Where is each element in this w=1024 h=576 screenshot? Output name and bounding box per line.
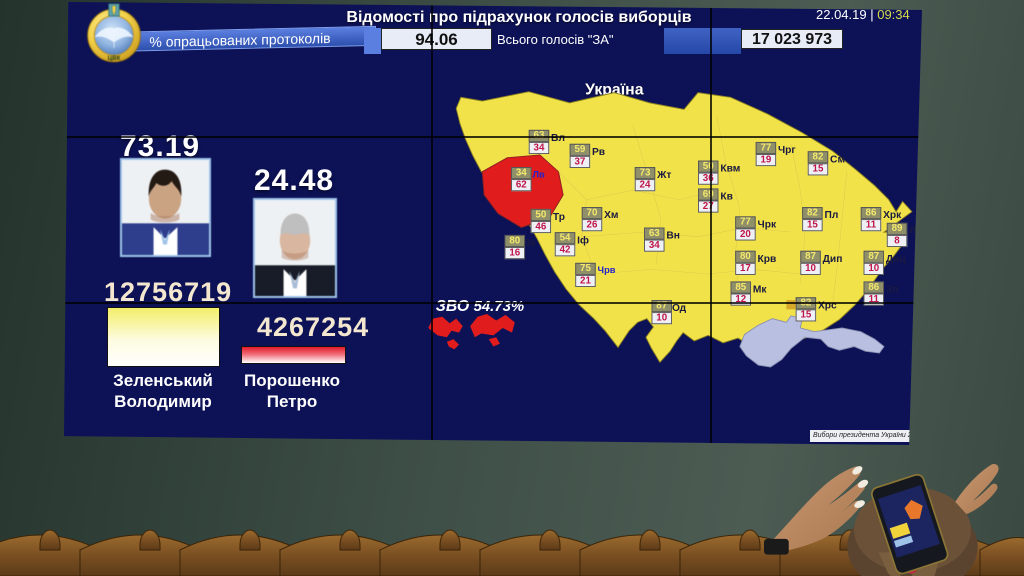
- svg-text:ЦВК: ЦВК: [108, 55, 121, 62]
